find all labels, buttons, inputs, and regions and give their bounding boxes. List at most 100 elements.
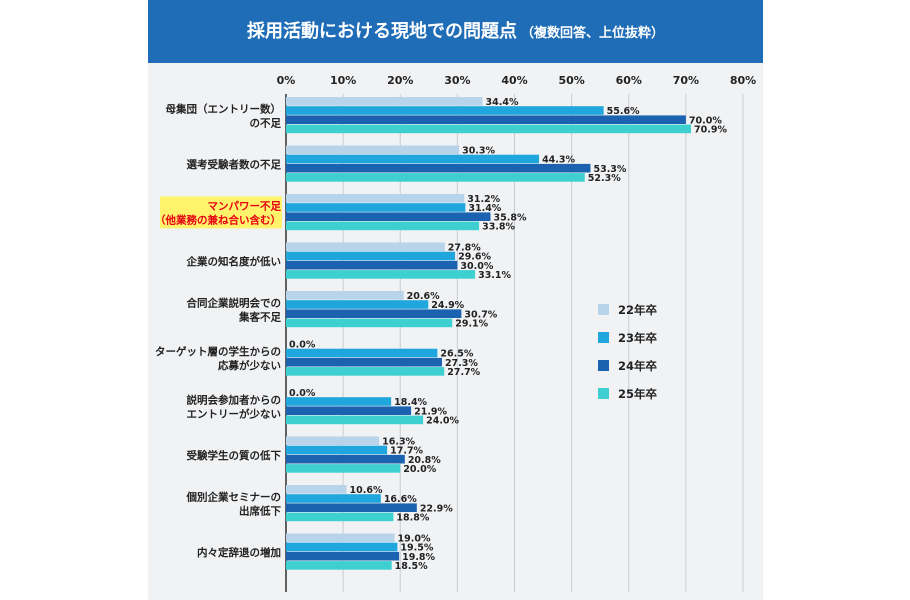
category-label: 個別企業セミナーの	[186, 490, 282, 503]
category-label: エントリーが少ない	[187, 407, 282, 420]
value-label: 27.8%	[448, 243, 481, 254]
bar	[286, 542, 398, 552]
bar	[286, 173, 585, 182]
value-label: 34.4%	[486, 97, 519, 108]
legend-label: 22年卒	[618, 303, 658, 317]
bar	[286, 203, 466, 212]
value-label: 27.3%	[445, 358, 478, 369]
value-label: 18.4%	[394, 397, 427, 408]
value-label: 18.8%	[396, 513, 429, 524]
value-label: 55.6%	[607, 106, 640, 117]
category-label: 受験学生の質の低下	[187, 449, 282, 462]
category-label: 出席低下	[239, 504, 281, 517]
value-label: 70.0%	[689, 115, 722, 126]
bar	[286, 512, 394, 522]
value-label: 30.7%	[464, 309, 497, 320]
category-label: マンパワー不足	[208, 200, 282, 212]
value-label: 0.0%	[289, 388, 316, 399]
value-label: 53.3%	[593, 164, 626, 175]
x-tick-label: 0%	[277, 74, 296, 87]
bar	[286, 406, 412, 415]
category-label: 合同企業説明会での	[186, 296, 282, 309]
value-label: 27.7%	[447, 367, 480, 378]
bar	[286, 357, 442, 367]
bar	[286, 106, 604, 115]
highlight-box	[160, 196, 282, 229]
bar-chart: 0% 10% 20% 30% 40% 50% 60% 70% 80% 母集団（エントリー数） の不足…	[155, 74, 756, 592]
legend-label: 25年卒	[618, 387, 658, 401]
x-tick-label: 80%	[730, 74, 756, 87]
bar	[286, 124, 692, 134]
value-label: 30.3%	[462, 146, 495, 157]
legend-label: 23年卒	[618, 331, 658, 345]
bar	[286, 348, 438, 358]
bar	[286, 494, 381, 503]
bar	[286, 367, 445, 376]
bar	[286, 260, 458, 270]
value-label: 21.9%	[414, 406, 447, 417]
value-label: 16.3%	[382, 437, 415, 448]
bar	[286, 551, 400, 561]
value-label: 29.1%	[455, 319, 488, 330]
chart-subtitle: （複数回答、上位抜粋）	[520, 26, 664, 41]
bar	[286, 318, 453, 328]
x-tick-label: 60%	[616, 74, 642, 87]
bar	[286, 242, 445, 252]
value-label: 20.0%	[403, 464, 436, 475]
bar	[286, 436, 380, 446]
bar	[286, 415, 424, 425]
value-label: 19.5%	[400, 543, 433, 554]
value-label: 33.8%	[482, 222, 515, 233]
chart-frame: 採用活動における現地での問題点 （複数回答、上位抜粋） 0% 10% 20% 30% 40…	[148, 0, 763, 600]
category-label: 説明会参加者からの	[187, 393, 282, 406]
chart-title: 採用活動における現地での問題点	[246, 21, 517, 42]
value-label: 44.3%	[542, 155, 575, 166]
value-label: 24.9%	[431, 300, 464, 311]
category-label: 企業の知名度が低い	[186, 255, 282, 268]
value-label: 18.5%	[395, 561, 428, 572]
bar	[286, 309, 462, 318]
bar	[286, 300, 429, 309]
value-label: 0.0%	[289, 340, 316, 351]
legend-swatch	[598, 360, 609, 371]
bar	[286, 454, 405, 464]
value-label: 30.0%	[460, 261, 493, 272]
bar	[286, 464, 401, 473]
category-label: （他業務の兼ね合い含む）	[155, 213, 281, 226]
bar	[286, 397, 392, 406]
value-label: 20.8%	[408, 455, 441, 466]
value-label: 16.6%	[384, 494, 417, 505]
legend-swatch	[598, 332, 609, 343]
title-bar: 採用活動における現地での問題点 （複数回答、上位抜粋）	[148, 0, 763, 63]
legend-swatch	[598, 388, 609, 399]
x-tick-label: 50%	[558, 74, 584, 87]
value-label: 10.6%	[350, 485, 383, 496]
value-label: 29.6%	[458, 252, 491, 263]
bar	[286, 154, 540, 164]
value-label: 26.5%	[440, 349, 473, 360]
x-tick-label: 30%	[444, 74, 470, 87]
legend-label: 24年卒	[618, 359, 658, 373]
bar	[286, 212, 491, 221]
category-label: の不足	[250, 117, 282, 129]
bar	[286, 194, 465, 203]
category-label: ターゲット層の学生からの	[155, 345, 281, 358]
bar	[286, 270, 476, 279]
category-label: 選考受験者数の不足	[187, 158, 282, 171]
bar	[286, 145, 460, 155]
x-tick-label: 10%	[330, 74, 356, 87]
value-label: 33.1%	[478, 270, 511, 281]
bar	[286, 163, 591, 173]
x-tick-label: 20%	[387, 74, 413, 87]
bar	[286, 251, 456, 261]
category-label: 集客不足	[238, 310, 281, 323]
value-label: 19.8%	[402, 552, 435, 563]
x-tick-label: 70%	[673, 74, 699, 87]
category-label: 内々定辞退の増加	[197, 546, 281, 559]
bar	[286, 561, 392, 570]
legend-swatch	[598, 304, 609, 315]
value-label: 19.0%	[398, 534, 431, 545]
value-label: 31.4%	[468, 203, 501, 214]
x-tick-label: 40%	[501, 74, 527, 87]
category-label: 応募が少ない	[218, 359, 281, 372]
